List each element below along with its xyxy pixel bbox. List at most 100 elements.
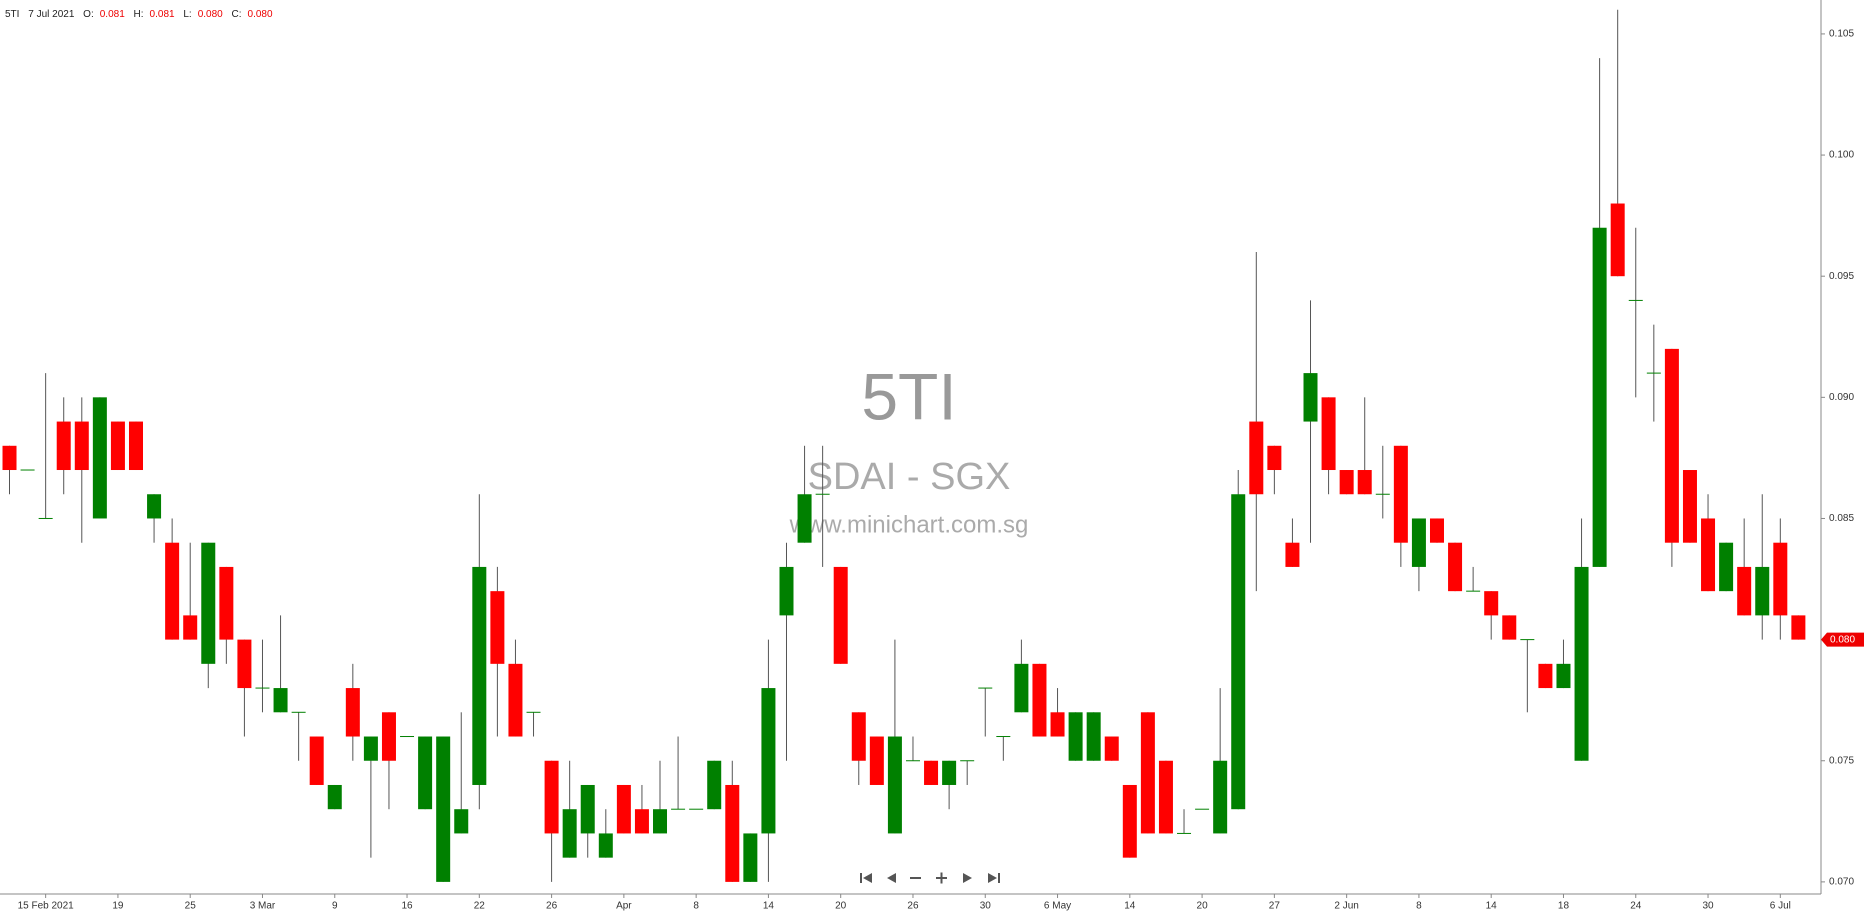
x-tick-label: 30 — [1702, 901, 1714, 912]
candle-body — [1538, 663, 1553, 689]
candle-body — [327, 784, 342, 810]
y-tick-label: 0.075 — [1829, 755, 1854, 766]
candle-body — [219, 566, 234, 640]
x-tick-label: 19 — [112, 901, 124, 912]
x-tick-label: 3 Mar — [250, 901, 276, 912]
x-tick-label: 14 — [763, 901, 775, 912]
candle-body — [1249, 421, 1264, 495]
candle-body — [454, 809, 469, 834]
candle-body — [1339, 470, 1354, 495]
candle-body — [147, 494, 162, 519]
x-tick-label: 22 — [474, 901, 486, 912]
field-value: 0.080 — [247, 9, 273, 20]
candle-body — [797, 494, 812, 543]
x-tick-label: 24 — [1630, 901, 1642, 912]
zoom-out[interactable] — [910, 877, 921, 879]
x-tick-label: 9 — [332, 901, 338, 912]
candle-body — [1701, 518, 1716, 592]
candle-body — [436, 736, 451, 882]
candle-body — [743, 833, 758, 882]
candle-body — [1484, 591, 1499, 616]
candle-body — [1737, 566, 1752, 616]
candle-body — [1122, 784, 1137, 858]
candle-body — [942, 760, 957, 785]
candle-body — [779, 566, 794, 616]
watermark-site: www.minichart.com.sg — [789, 511, 1029, 538]
candle-body — [634, 809, 649, 834]
candle-body — [1773, 542, 1788, 616]
candle-body — [1014, 663, 1029, 713]
last-price-label: 0.080 — [1830, 634, 1855, 645]
x-tick-label: 20 — [1197, 901, 1209, 912]
candle-body — [851, 712, 866, 761]
date: 7 Jul 2021 — [28, 9, 75, 20]
candle-body — [490, 591, 505, 664]
x-tick-label: Apr — [616, 901, 632, 912]
candle-body — [381, 712, 396, 761]
candle-body — [869, 736, 884, 785]
candle-body — [201, 542, 216, 664]
y-tick-label: 0.100 — [1829, 150, 1854, 161]
candle-body — [183, 615, 198, 640]
candle-body — [1448, 542, 1463, 592]
zoom-in[interactable] — [936, 872, 947, 884]
candle-body — [707, 760, 722, 810]
candle-body — [544, 760, 559, 834]
candle-body — [1664, 348, 1679, 543]
field-name: L: — [183, 9, 192, 20]
nav-last[interactable] — [988, 873, 1000, 883]
candle-body — [562, 809, 577, 858]
x-tick-label: 8 — [693, 901, 699, 912]
candle-body — [1285, 542, 1300, 567]
candle-body — [1267, 445, 1282, 471]
x-tick-label: 26 — [546, 901, 558, 912]
candle-body — [1682, 470, 1697, 543]
candle-body — [653, 809, 668, 834]
candle-body — [1791, 615, 1806, 640]
candle-body — [1158, 760, 1173, 834]
candle-body — [1357, 470, 1372, 495]
candle-body — [598, 833, 613, 858]
candle-body — [363, 736, 378, 761]
watermark-code: 5TI — [861, 359, 956, 433]
last-price-tag — [1821, 632, 1864, 647]
candle-body — [616, 784, 631, 834]
candle-body — [1755, 566, 1770, 616]
candle-body — [165, 542, 180, 640]
candle-body — [56, 421, 71, 471]
x-tick-label: 27 — [1269, 901, 1281, 912]
ohlc-header: 5TI 7 Jul 2021 O: 0.081 H: 0.081 L: 0.080 C… — [5, 9, 279, 20]
x-tick-label: 26 — [907, 901, 919, 912]
y-tick-label: 0.105 — [1829, 29, 1854, 40]
x-tick-label: 25 — [185, 901, 197, 912]
candle-body — [1574, 566, 1589, 761]
candle-body — [1610, 203, 1625, 277]
candle-body — [1502, 615, 1517, 640]
candle-body — [1556, 663, 1571, 689]
watermark-name: SDAI - SGX — [808, 456, 1011, 498]
x-tick-label: 18 — [1558, 901, 1570, 912]
candle-body — [887, 736, 902, 834]
x-tick-label: 14 — [1124, 901, 1136, 912]
candle-body — [1104, 736, 1119, 761]
candle-body — [1393, 445, 1408, 543]
candle-body — [1411, 518, 1426, 567]
x-tick-label: 6 May — [1044, 901, 1071, 912]
candle-body — [110, 421, 125, 471]
nav-first[interactable] — [860, 873, 872, 883]
candle-body — [1719, 542, 1734, 592]
candle-body — [237, 639, 252, 689]
candle-body — [1086, 712, 1101, 761]
nav-prev[interactable] — [887, 873, 896, 883]
x-tick-label: 14 — [1486, 901, 1498, 912]
x-tick-label: 6 Jul — [1770, 901, 1791, 912]
candle-body — [1321, 397, 1336, 471]
candle-body — [472, 566, 487, 785]
field-value: 0.081 — [99, 9, 125, 20]
candle-body — [1231, 494, 1246, 810]
candle-body — [1429, 518, 1444, 543]
x-tick-label: 2 Jun — [1334, 901, 1358, 912]
nav-next[interactable] — [963, 873, 972, 883]
x-tick-label: 20 — [835, 901, 847, 912]
